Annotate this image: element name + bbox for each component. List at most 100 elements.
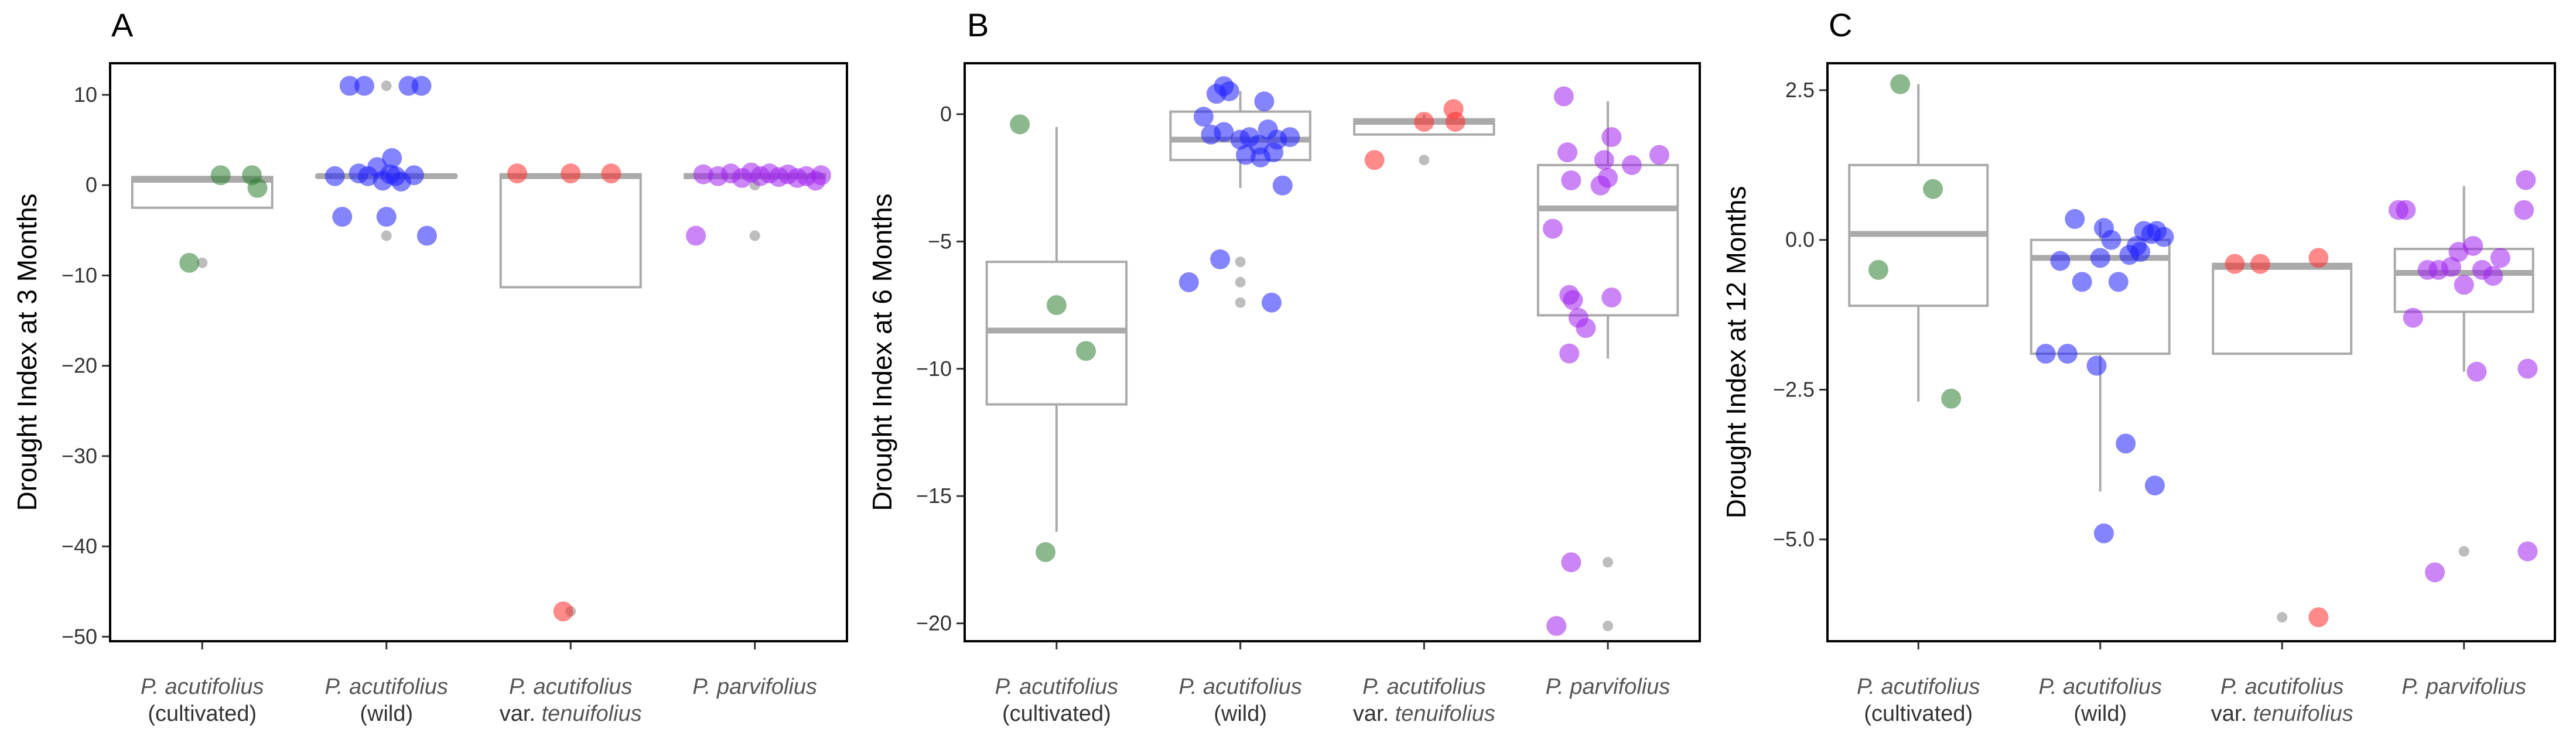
box-0 [985,126,1128,532]
data-point [339,76,360,96]
data-point [1076,341,1096,361]
x-tick-label: P. parvifolius [692,675,817,699]
data-point [1546,615,1567,636]
data-point [1890,74,1911,94]
data-point [1046,295,1067,316]
y-tick-label: −5.0 [1773,527,1815,551]
data-point [2483,266,2503,286]
data-point [1036,542,1056,562]
y-tick-label: 0 [940,102,952,126]
outlier-point [1419,155,1430,166]
data-point [1254,91,1275,112]
data-point [1010,114,1030,135]
box-2 [2212,262,2353,355]
data-point [1601,288,1622,308]
data-point [2466,361,2487,382]
data-point [2093,523,2114,543]
outlier-point [381,80,392,91]
data-point [2425,562,2445,583]
data-point [2035,344,2056,364]
plot-frame [1826,62,2556,642]
data-point [1261,292,1282,313]
data-point [1445,112,1465,132]
x-tick-sublabel: (wild) [2073,702,2127,726]
data-point [1210,249,1231,269]
y-tick-label: −2.5 [1773,377,1815,401]
panel-C: C Drought Index at 12 Months 2.5 0.0 −2.5 −5.… [1721,6,2556,726]
x-tick-sublabel: var. tenuifolius [2211,702,2353,726]
box-0 [1848,84,1989,402]
data-point [1178,272,1199,292]
data-point [507,163,528,184]
data-point [601,163,621,184]
outlier-point [1235,256,1246,268]
data-point [1557,142,1578,163]
plot-frame [109,62,848,642]
data-point [2225,254,2245,274]
x-tick-label: P. acutifolius [1178,675,1302,699]
data-point [1543,218,1563,239]
data-point [1923,179,1943,199]
x-tick-sublabel: (cultivated) [1002,702,1111,726]
y-tick-label: 2.5 [1785,78,1815,102]
data-point [2116,433,2136,454]
data-point [349,163,369,184]
data-point [2057,344,2078,364]
y-tick-label: 10 [74,83,97,107]
data-point [1868,259,1888,280]
x-tick-sublabel: (cultivated) [148,702,257,726]
outlier-point [197,257,208,268]
y-tick-label: −30 [62,444,97,468]
data-point [210,165,231,186]
y-tick-label: −20 [916,611,952,635]
data-point [2396,200,2416,220]
x-tick-label: P. acutifolius [509,675,633,699]
data-point [1621,155,1642,175]
outlier-point [2458,546,2469,557]
x-tick-label: P. acutifolius [324,675,448,699]
data-point [2090,248,2110,268]
data-point [2308,248,2329,268]
panel-A: A Drought Index at 3 Months 10 0 −10 −20 −30 −4… [12,6,848,726]
x-tick-label: P. acutifolius [2220,675,2344,699]
x-tick-label: P. acutifolius [2038,675,2162,699]
data-point [411,76,432,96]
data-point [693,164,713,184]
x-tick-sublabel: (wild) [1214,702,1267,726]
data-point [1601,127,1622,148]
x-tick-sublabel: var. tenuifolius [500,702,642,726]
data-point [247,177,268,198]
data-point [2516,170,2536,190]
outlier-point [1603,620,1614,631]
data-point [1561,552,1581,573]
outlier-point [2277,612,2288,623]
y-axis-label: Drought Index at 3 Months [12,193,42,511]
data-point [2517,358,2538,379]
data-point [416,225,437,246]
data-point [2308,607,2329,628]
x-tick-sublabel: (cultivated) [1864,702,1973,726]
outlier-point [749,230,760,241]
box-body [499,173,642,289]
plot-frame [964,62,1701,642]
y-tick-label: −10 [62,263,97,287]
data-point [1280,127,1300,148]
box-2 [499,173,642,289]
y-tick-label: −20 [62,354,97,378]
x-tick-label: P. acutifolius [141,675,264,699]
panel-label: A [111,6,134,43]
x-tick-label: P. acutifolius [1362,675,1486,699]
data-point [1364,150,1385,170]
data-point [1594,150,1614,170]
data-point [1649,145,1669,165]
y-tick-label: −5 [928,229,952,253]
data-point [1561,170,1581,191]
data-point [1576,318,1596,338]
data-point [1941,388,1962,409]
data-point [1559,343,1580,364]
y-tick-label: −50 [62,624,97,648]
panel-B: B Drought Index at 6 Months 0 −5 −10 −15 −20 P.… [867,6,1701,726]
data-point [2154,227,2174,247]
panel-label: B [967,6,989,43]
